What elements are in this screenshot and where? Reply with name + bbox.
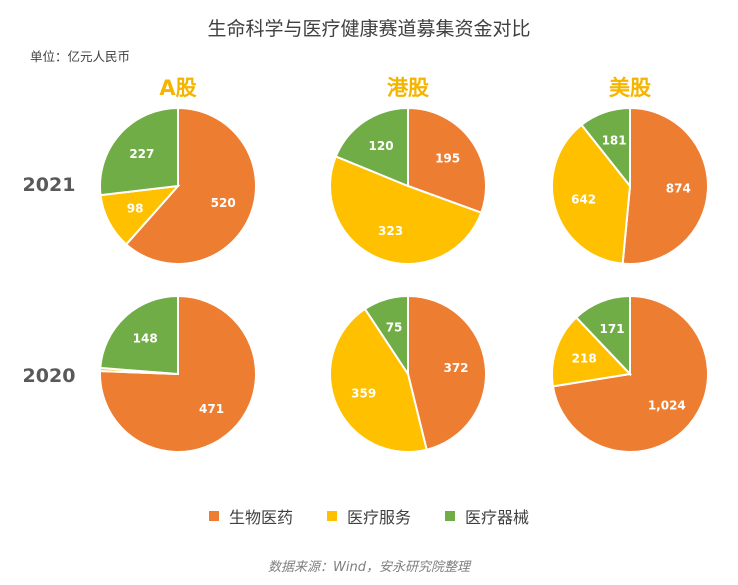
column-header-us-share: 美股 — [609, 76, 651, 100]
unit-label: 单位：亿元人民币 — [30, 49, 131, 64]
pie-chart-港股-2020: 372 359 75 — [329, 294, 487, 453]
source-note: 数据来源：Wind，安永研究院整理 — [268, 560, 470, 575]
data-label-medical-devices: 120 — [369, 139, 394, 153]
pie-slice-medical-devices — [334, 106, 409, 188]
legend-label-medical-services: 医疗服务 — [346, 508, 411, 527]
pie-slice-biopharma — [124, 106, 257, 265]
pie-slice-medical-devices — [99, 294, 179, 376]
data-label-medical-devices: 75 — [386, 321, 403, 335]
data-label-medical-devices: 181 — [602, 133, 627, 147]
pie-slice-medical-devices — [363, 294, 409, 378]
pie-slice-medical-services — [329, 155, 483, 266]
data-label-medical-services: 359 — [351, 386, 376, 400]
data-label-biopharma: 874 — [666, 181, 691, 195]
row-header-2020: 2020 — [22, 365, 76, 387]
data-label-biopharma: 471 — [199, 402, 224, 416]
pie-slice-medical-services — [551, 123, 632, 265]
legend: 生物医药 医疗服务 医疗器械 — [0, 504, 738, 528]
pie-chart-港股-2021: 195 323 120 — [329, 106, 487, 266]
data-label-biopharma: 372 — [443, 361, 468, 375]
pie-slice-biopharma — [621, 106, 709, 265]
legend-label-medical-devices: 医疗器械 — [465, 508, 530, 527]
pie-slice-medical-services — [329, 307, 428, 453]
data-label-medical-services: 323 — [378, 224, 403, 238]
data-label-medical-devices: 171 — [600, 322, 625, 336]
legend-swatch-medical-services — [326, 511, 337, 521]
legend-swatch-medical-devices — [445, 511, 455, 521]
legend-swatch-biopharma — [208, 511, 219, 521]
pie-slice-medical-devices — [99, 106, 179, 197]
pie-slice-medical-services — [551, 316, 633, 388]
pie-slice-medical-devices — [580, 106, 631, 189]
pie-chart-A股-2020: 471 148 — [99, 294, 257, 453]
chart-title: 生命科学与医疗健康赛道募集资金对比 — [207, 18, 531, 40]
data-label-medical-devices: 227 — [129, 147, 154, 161]
data-label-biopharma: 195 — [435, 151, 460, 165]
column-header-hk-share: 港股 — [387, 76, 429, 100]
data-label-medical-devices: 148 — [133, 331, 158, 345]
data-label-medical-services: 218 — [572, 352, 597, 366]
pie-chart-美股-2020: 1,024 218 171 — [551, 294, 709, 453]
legend-item-medical-devices: 医疗器械 — [445, 504, 529, 528]
pie-chart-A股-2021: 520 98 227 — [99, 106, 257, 265]
pie-slice-biopharma — [407, 294, 487, 451]
pie-chart-美股-2021: 874 642 181 — [551, 106, 709, 265]
data-label-biopharma: 1,024 — [648, 398, 686, 412]
row-header-2021: 2021 — [22, 174, 76, 196]
legend-item-biopharma: 生物医药 — [208, 504, 293, 528]
legend-item-medical-services: 医疗服务 — [326, 504, 411, 528]
pie-slice-biopharma — [407, 106, 487, 215]
pie-slice-medical-devices — [574, 294, 631, 377]
data-label-medical-services: 642 — [571, 193, 596, 207]
legend-label-biopharma: 生物医药 — [228, 508, 293, 527]
data-label-medical-services: 98 — [127, 201, 144, 215]
column-header-a-share: A股 — [159, 76, 197, 100]
data-label-biopharma: 520 — [211, 196, 236, 210]
